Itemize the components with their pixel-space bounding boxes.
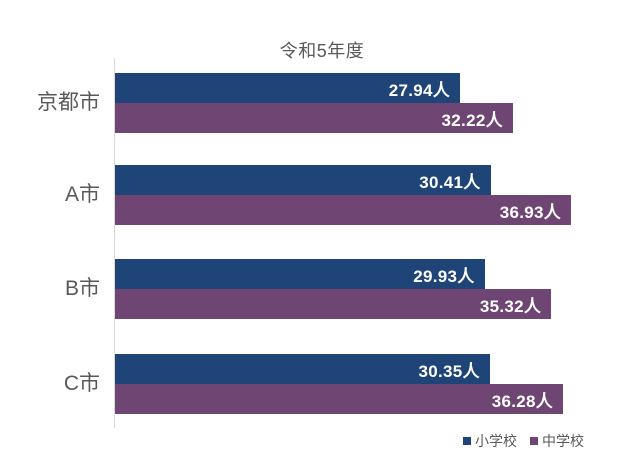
bar-value-label: 36.28人 [491, 391, 554, 411]
category-label: B市 [64, 277, 100, 300]
bar-value-label: 29.93人 [413, 266, 475, 286]
legend-item-小学校: 小学校 [463, 431, 517, 451]
bar-小学校-京都市: 27.94人 [115, 73, 461, 103]
bar-中学校-A市: 36.93人 [115, 195, 572, 225]
bar-value-label: 32.22人 [441, 110, 503, 130]
bar-value-label: 30.41人 [419, 172, 481, 192]
legend-item-中学校: 中学校 [530, 431, 584, 451]
bar-value-label: 36.93人 [499, 202, 562, 222]
bar-中学校-C市: 36.28人 [115, 384, 564, 414]
chart-title: 令和5年度 [279, 41, 365, 61]
bar-小学校-B市: 29.93人 [115, 259, 485, 289]
bar-中学校-京都市: 32.22人 [115, 103, 513, 133]
category-label: C市 [63, 372, 100, 395]
bar-小学校-C市: 30.35人 [115, 354, 490, 384]
legend-swatch-icon [463, 437, 471, 445]
legend-swatch-icon [530, 437, 538, 445]
y-axis-line [114, 58, 115, 428]
bar-中学校-B市: 35.32人 [115, 289, 552, 319]
legend: 小学校 中学校 [463, 431, 584, 451]
bar-value-label: 35.32人 [479, 296, 542, 316]
bar-小学校-A市: 30.41人 [115, 165, 491, 195]
bar-value-label: 27.94人 [388, 80, 451, 100]
category-label: 京都市 [37, 91, 100, 114]
bar-value-label: 30.35人 [418, 361, 480, 381]
legend-label: 小学校 [475, 433, 517, 449]
category-label: A市 [64, 183, 100, 206]
legend-label: 中学校 [542, 433, 584, 449]
